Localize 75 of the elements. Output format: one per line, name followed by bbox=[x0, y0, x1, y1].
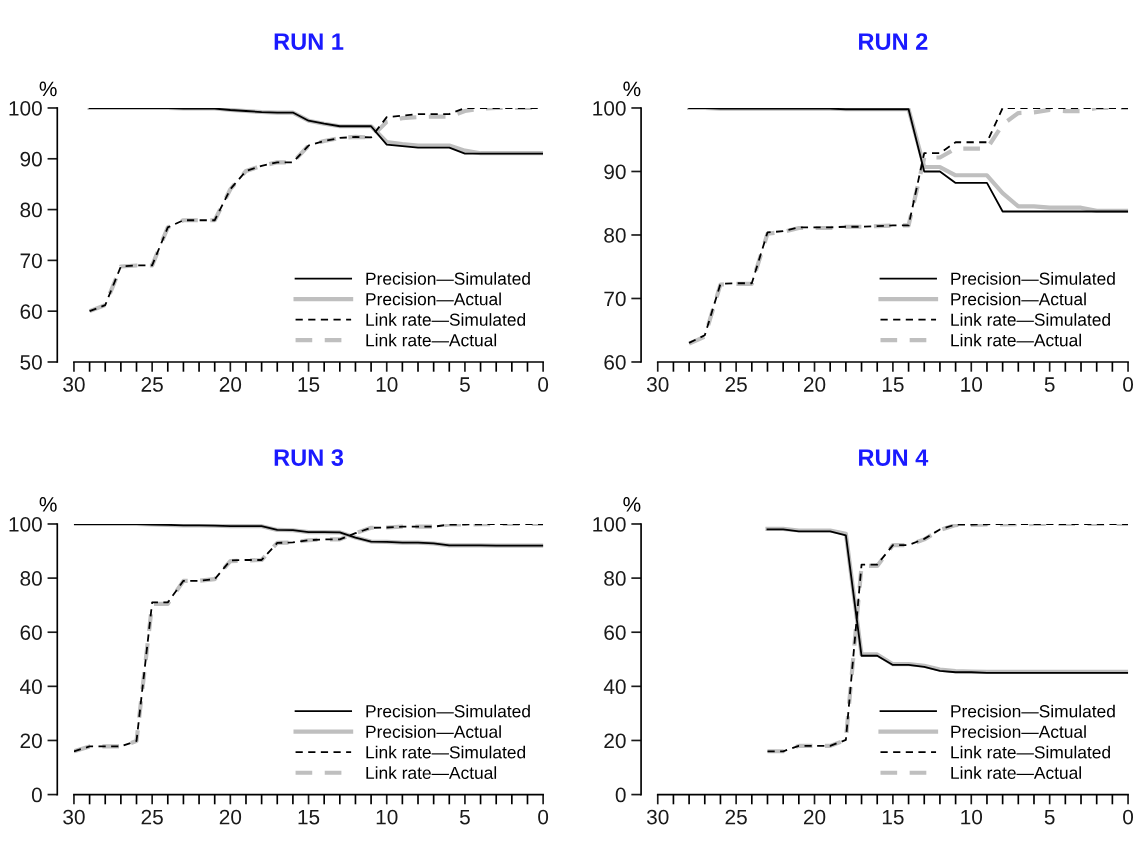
y-tick-label: 60 bbox=[20, 625, 42, 640]
legend-label: Precision—Simulated bbox=[366, 272, 530, 285]
y-tick-label: 60 bbox=[604, 625, 626, 640]
chart-title: RUN 2 bbox=[859, 33, 928, 50]
y-tick-label: 20 bbox=[604, 733, 626, 749]
legend-label: Link rate—Actual bbox=[366, 333, 497, 347]
legend-label: Precision—Simulated bbox=[366, 704, 530, 718]
x-tick-label: 25 bbox=[141, 377, 163, 392]
x-tick-label: 30 bbox=[646, 377, 669, 392]
y-axis-title: % bbox=[39, 81, 57, 97]
y-tick-label: 80 bbox=[604, 227, 626, 243]
x-tick-label: 15 bbox=[298, 809, 320, 825]
legend-label: Precision—Simulated bbox=[951, 272, 1115, 285]
x-tick-label: 5 bbox=[459, 809, 470, 825]
x-tick-label: 10 bbox=[376, 809, 398, 825]
legend-label: Precision—Actual bbox=[366, 292, 501, 306]
legend-label: Precision—Actual bbox=[951, 292, 1086, 306]
legend-label: Link rate—Simulated bbox=[951, 313, 1110, 326]
legend-label: Precision—Actual bbox=[951, 725, 1086, 738]
x-tick-label: 0 bbox=[538, 377, 549, 392]
x-tick-label: 25 bbox=[141, 809, 163, 825]
x-tick-label: 5 bbox=[459, 377, 470, 392]
x-tick-label: 20 bbox=[219, 377, 242, 392]
x-tick-label: 20 bbox=[803, 809, 826, 825]
x-tick-label: 20 bbox=[219, 809, 242, 825]
x-tick-label: 5 bbox=[1044, 809, 1055, 825]
chart-title: RUN 3 bbox=[274, 449, 344, 466]
y-axis-title: % bbox=[623, 497, 641, 512]
y-tick-label: 100 bbox=[593, 516, 626, 532]
legend-label: Link rate—Simulated bbox=[366, 313, 526, 326]
y-tick-label: 50 bbox=[20, 354, 42, 370]
legend-label: Precision—Actual bbox=[366, 725, 501, 738]
x-tick-label: 30 bbox=[63, 809, 85, 825]
legend-label: Link rate—Actual bbox=[366, 766, 497, 779]
y-tick-label: 80 bbox=[20, 571, 42, 586]
y-tick-label: 0 bbox=[31, 787, 42, 803]
x-tick-label: 20 bbox=[803, 377, 826, 392]
legend-label: Link rate—Actual bbox=[951, 766, 1081, 779]
x-tick-label: 0 bbox=[1123, 809, 1134, 825]
x-tick-label: 30 bbox=[63, 377, 85, 392]
y-tick-label: 20 bbox=[20, 733, 42, 749]
x-tick-label: 10 bbox=[961, 377, 983, 392]
y-tick-label: 90 bbox=[20, 151, 42, 167]
x-tick-label: 0 bbox=[1123, 377, 1134, 392]
y-axis-title: % bbox=[623, 81, 641, 97]
x-tick-label: 5 bbox=[1044, 377, 1055, 392]
legend-label: Precision—Simulated bbox=[951, 704, 1115, 718]
y-tick-label: 90 bbox=[604, 164, 626, 180]
y-tick-label: 100 bbox=[9, 516, 42, 532]
x-tick-label: 15 bbox=[298, 377, 320, 392]
legend-label: Link rate—Simulated bbox=[951, 745, 1110, 759]
y-tick-label: 40 bbox=[603, 679, 626, 695]
x-tick-label: 15 bbox=[882, 377, 904, 392]
x-tick-label: 30 bbox=[646, 809, 669, 825]
y-tick-label: 70 bbox=[604, 291, 626, 307]
legend-label: Link rate—Actual bbox=[951, 333, 1081, 347]
chart-title: RUN 4 bbox=[859, 449, 929, 466]
x-tick-label: 15 bbox=[882, 809, 904, 825]
x-tick-label: 25 bbox=[725, 377, 747, 392]
y-axis-title: % bbox=[39, 497, 57, 512]
y-tick-label: 80 bbox=[604, 571, 626, 586]
chart-title: RUN 1 bbox=[274, 33, 344, 50]
y-tick-label: 60 bbox=[604, 354, 626, 370]
x-tick-label: 10 bbox=[961, 809, 983, 825]
y-tick-label: 100 bbox=[593, 100, 626, 116]
x-tick-label: 10 bbox=[376, 377, 398, 392]
y-tick-label: 70 bbox=[20, 253, 42, 269]
y-tick-label: 80 bbox=[20, 202, 42, 218]
legend-label: Link rate—Simulated bbox=[366, 745, 526, 759]
x-tick-label: 25 bbox=[725, 809, 747, 825]
y-tick-label: 60 bbox=[20, 304, 42, 319]
y-tick-label: 0 bbox=[615, 787, 626, 803]
y-tick-label: 40 bbox=[20, 679, 42, 695]
x-tick-label: 0 bbox=[538, 809, 549, 825]
y-tick-label: 100 bbox=[9, 100, 42, 116]
